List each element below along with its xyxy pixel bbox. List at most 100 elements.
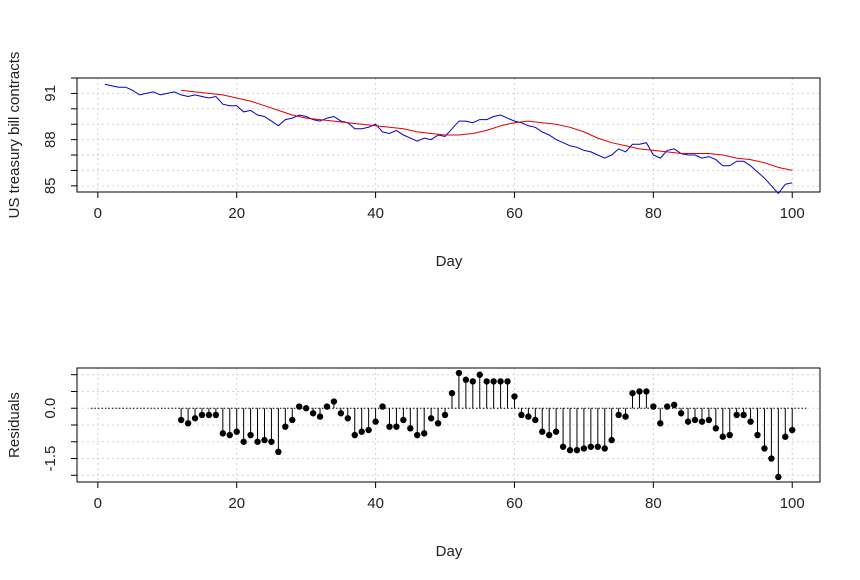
top-y-axis-label: US treasury bill contracts (6, 52, 23, 219)
residual-point (552, 428, 560, 435)
residual-point (365, 426, 372, 434)
residual-point (254, 438, 261, 445)
top-y-axis: 85 88 91 (42, 77, 77, 194)
residual-point (532, 416, 539, 424)
residual-point (400, 416, 407, 424)
residual-point (608, 436, 615, 444)
residual-point (282, 423, 289, 430)
residual-point (177, 416, 185, 424)
residual-point (761, 445, 768, 452)
x-tick-label: 80 (645, 205, 662, 222)
residual-point (441, 411, 449, 419)
residual-point (219, 430, 227, 437)
bottom-y-axis-label: Residuals (6, 392, 23, 458)
top-panel: 0 20 40 60 80 100 85 88 91 Day US treasury bill… (6, 52, 821, 270)
x-tick-label: 20 (228, 495, 245, 512)
residual-point (691, 416, 699, 424)
residual-point (580, 445, 588, 452)
residual-point (455, 369, 463, 377)
residual-point (615, 411, 622, 419)
residual-point (545, 431, 553, 439)
x-tick-label: 100 (780, 205, 805, 222)
y-tick-label: 91 (42, 85, 59, 102)
residual-point (233, 428, 240, 435)
top-x-axis-label: Day (436, 253, 463, 270)
residual-point (316, 413, 324, 420)
bottom-panel: 0 20 40 60 80 100 0.0 -1.5 Day Residuals (6, 367, 821, 560)
residual-point (670, 401, 678, 409)
residual-point (379, 403, 386, 410)
residual-point (684, 418, 692, 425)
residual-point (337, 410, 345, 417)
residual-point (323, 403, 331, 410)
x-tick-label: 100 (780, 495, 805, 512)
residual-point (733, 411, 740, 419)
residual-point (420, 430, 428, 437)
residual-point (677, 410, 685, 417)
residual-point (261, 436, 268, 444)
residual-point (490, 378, 497, 385)
x-tick-label: 0 (94, 205, 102, 222)
residual-point (414, 431, 421, 439)
y-tick-label: 88 (42, 131, 59, 148)
residual-point (205, 411, 213, 419)
series-line-blue (104, 83, 793, 195)
y-tick-label: -1.5 (42, 446, 59, 472)
residual-point (650, 403, 657, 410)
bottom-y-axis: 0.0 -1.5 (42, 374, 77, 476)
top-x-axis: 0 20 40 60 80 100 (94, 192, 805, 222)
residual-point (525, 413, 532, 420)
residual-point (629, 389, 636, 397)
top-plot-frame (76, 77, 821, 193)
residual-point (240, 438, 247, 445)
residual-point (643, 388, 650, 395)
residual-point (497, 378, 504, 385)
residual-point (309, 410, 317, 417)
residual-point (698, 418, 706, 425)
residual-point (212, 411, 220, 419)
residual-point (296, 403, 303, 410)
residual-point (226, 431, 233, 439)
x-tick-label: 80 (645, 495, 662, 512)
residual-point (594, 443, 601, 450)
residual-point (573, 446, 581, 454)
residual-point (351, 431, 358, 439)
residual-point (587, 443, 595, 450)
residual-point (358, 428, 365, 435)
x-tick-label: 20 (228, 205, 245, 222)
residual-point (247, 431, 254, 439)
x-tick-label: 40 (367, 495, 384, 512)
residual-point (768, 455, 775, 462)
residual-point (448, 389, 456, 397)
residual-point (462, 376, 470, 383)
top-series-group (104, 83, 793, 195)
x-tick-label: 60 (506, 205, 523, 222)
residual-point (559, 443, 567, 450)
bottom-x-axis-label: Day (436, 543, 463, 560)
residual-point (705, 416, 713, 424)
residual-point (268, 438, 275, 445)
residual-point (518, 411, 525, 419)
residual-point (601, 445, 608, 452)
residual-point (504, 378, 511, 385)
residual-point (469, 378, 477, 385)
residual-point (344, 415, 352, 422)
x-tick-label: 0 (94, 495, 102, 512)
residual-point (719, 433, 726, 440)
residual-point (539, 428, 546, 435)
residual-point (483, 378, 490, 385)
residual-point (434, 420, 442, 427)
residual-point (712, 425, 720, 432)
residual-point (740, 411, 747, 419)
residual-point (289, 416, 296, 424)
residual-point (330, 398, 338, 405)
residual-point (198, 411, 206, 419)
residual-point (775, 473, 782, 481)
residual-point (782, 433, 789, 440)
y-tick-label: 85 (42, 177, 59, 194)
bottom-x-axis: 0 20 40 60 80 100 (94, 482, 805, 512)
x-tick-label: 60 (506, 495, 523, 512)
residual-point (191, 415, 199, 422)
